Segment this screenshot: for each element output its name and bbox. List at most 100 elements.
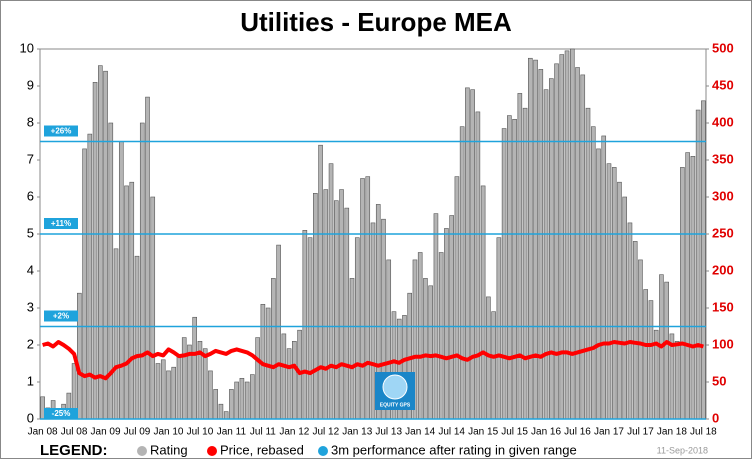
bar <box>281 333 287 420</box>
bar <box>354 237 360 420</box>
bar <box>648 300 654 420</box>
range-label: -25% <box>52 409 71 418</box>
y-tick-label: 8 <box>27 114 34 129</box>
bar <box>223 411 229 420</box>
bar <box>360 178 365 420</box>
bar <box>486 296 491 420</box>
logo: EQUITY GPS <box>375 372 415 410</box>
y2-tick-label: 300 <box>712 188 734 203</box>
price-line <box>42 340 704 381</box>
bar <box>554 63 559 420</box>
y-tick-label: 3 <box>27 299 34 314</box>
bar <box>160 359 166 420</box>
bar <box>690 156 696 420</box>
bar <box>250 374 255 420</box>
logo-globe <box>382 374 408 400</box>
x-tick-label: Jan 18 <box>657 427 687 438</box>
bar <box>606 163 612 420</box>
bar <box>617 181 622 420</box>
chart-title: Utilities - Europe MEA <box>240 7 512 37</box>
bar <box>559 54 565 420</box>
x-tick-label: Jan 15 <box>468 427 498 438</box>
x-tick-label: Jul 14 <box>438 427 465 438</box>
bar <box>433 213 439 420</box>
bar <box>98 65 103 420</box>
legend-swatch <box>137 446 147 456</box>
bar <box>276 244 281 420</box>
bar <box>549 78 554 420</box>
y-tick-label: 1 <box>27 373 34 388</box>
bar <box>286 348 292 420</box>
bar <box>113 248 119 420</box>
range-label: +26% <box>51 127 72 136</box>
x-tick-label: Jul 15 <box>501 427 528 438</box>
range-label: +11% <box>51 219 71 228</box>
bar <box>145 96 150 420</box>
bar <box>176 355 182 420</box>
x-tick-label: Jan 13 <box>342 427 372 438</box>
x-tick-label: Jul 11 <box>250 427 276 438</box>
y2-tick-label: 200 <box>712 262 734 277</box>
bar <box>465 87 470 420</box>
bar <box>271 278 276 420</box>
bar <box>239 377 245 420</box>
bar <box>444 228 449 420</box>
legend-swatch <box>207 446 217 456</box>
y2-tick-label: 500 <box>712 40 734 55</box>
x-tick-label: Jan 09 <box>91 427 121 438</box>
bar <box>664 281 669 420</box>
legend-swatch <box>318 446 328 456</box>
x-tick-label: Jan 08 <box>28 427 58 438</box>
bar <box>150 196 156 420</box>
bar <box>307 237 313 420</box>
bar <box>171 366 177 420</box>
bar <box>328 163 334 420</box>
x-tick-label: Jul 12 <box>312 427 339 438</box>
bar <box>318 144 323 420</box>
bar <box>638 259 643 420</box>
bar <box>428 285 433 420</box>
y2-tick-label: 250 <box>712 225 734 240</box>
range-label-box <box>44 218 78 229</box>
bar <box>701 100 706 420</box>
bar <box>611 167 617 420</box>
bar <box>438 252 444 420</box>
bar <box>134 255 140 420</box>
bar <box>491 311 496 420</box>
y2-tick-label: 0 <box>712 410 719 425</box>
bar <box>459 126 465 420</box>
y-tick-label: 7 <box>27 151 34 166</box>
date-stamp: 11-Sep-2018 <box>657 445 708 455</box>
plot-area: 0123456789100501001502002503003504004505… <box>20 40 734 437</box>
bar <box>622 196 628 420</box>
bar <box>695 109 701 420</box>
y-tick-label: 6 <box>27 188 34 203</box>
x-tick-label: Jul 10 <box>187 427 214 438</box>
bar <box>365 176 371 420</box>
bar <box>475 111 481 420</box>
range-label-box <box>44 408 78 419</box>
bar <box>580 74 586 420</box>
x-tick-label: Jan 16 <box>531 427 561 438</box>
y-tick-label: 10 <box>20 40 34 55</box>
bar <box>302 230 308 420</box>
bar <box>129 181 135 420</box>
y2-tick-label: 450 <box>712 77 734 92</box>
logo-text: EQUITY GPS <box>380 402 411 408</box>
y-tick-label: 5 <box>27 225 34 240</box>
bar <box>92 82 98 420</box>
x-tick-label: Jul 18 <box>690 427 717 438</box>
y2-tick-label: 100 <box>712 336 734 351</box>
bar <box>103 70 108 420</box>
bar <box>674 340 680 420</box>
bar <box>344 207 350 420</box>
x-tick-label: Jul 13 <box>375 427 402 438</box>
bar <box>590 126 596 420</box>
bar <box>339 189 344 420</box>
bar <box>234 381 239 420</box>
bar <box>528 57 533 420</box>
bar <box>166 370 171 420</box>
range-label-box <box>44 310 78 322</box>
bar <box>643 289 648 420</box>
